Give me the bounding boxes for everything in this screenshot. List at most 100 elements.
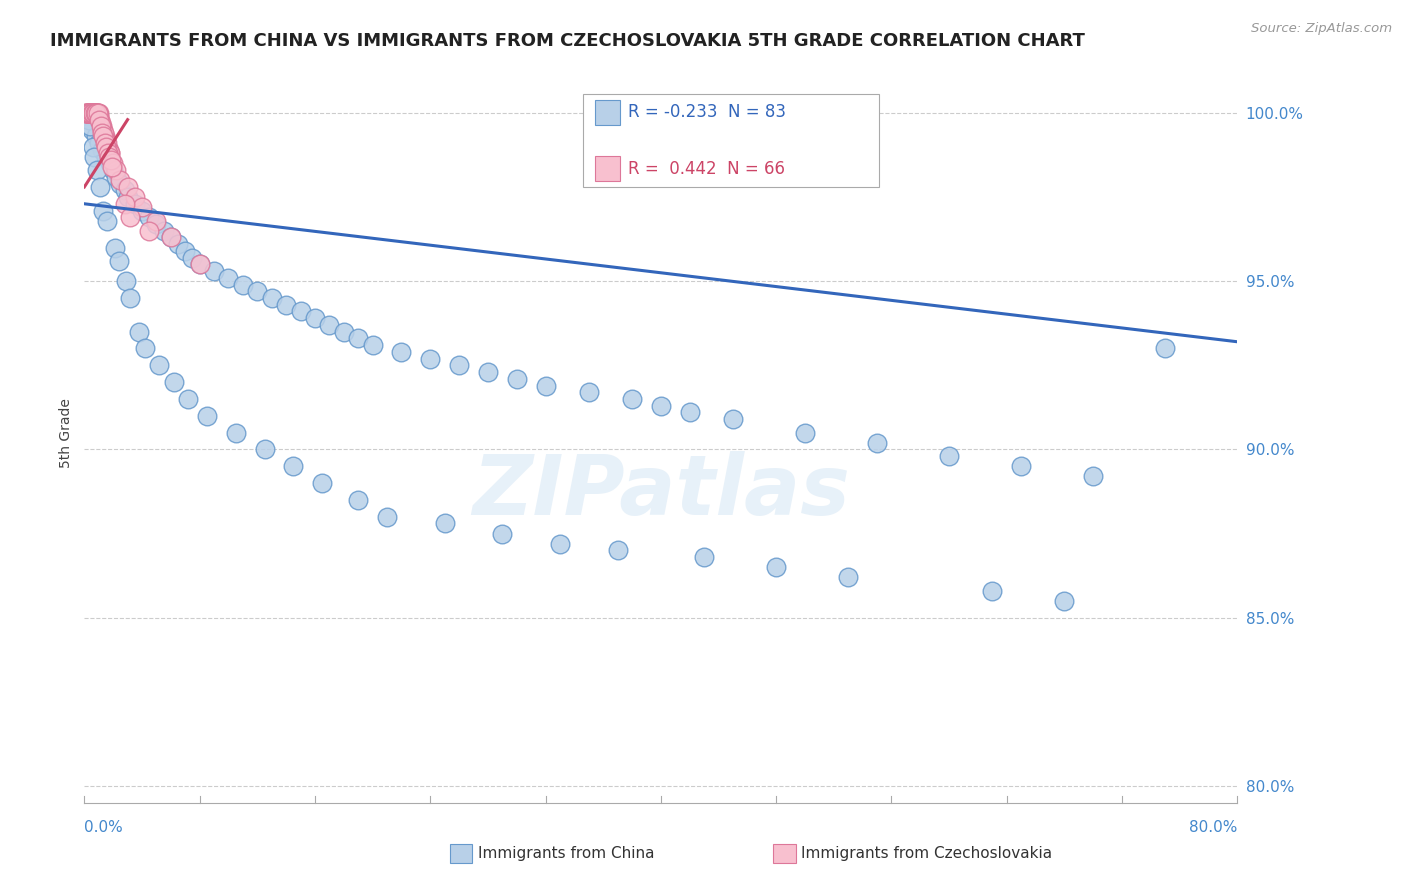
Point bbox=[80, 106, 103, 120]
Point bbox=[80, 106, 103, 120]
Point bbox=[138, 211, 160, 225]
Text: R = -0.233  N = 83: R = -0.233 N = 83 bbox=[628, 103, 786, 121]
Point bbox=[449, 359, 471, 373]
Point bbox=[94, 133, 117, 147]
Point bbox=[114, 196, 136, 211]
Point bbox=[117, 190, 139, 204]
Point bbox=[693, 550, 716, 565]
Point bbox=[87, 136, 110, 151]
Point bbox=[93, 129, 115, 144]
Point bbox=[347, 492, 370, 507]
Point bbox=[218, 270, 240, 285]
Point bbox=[506, 372, 529, 386]
Point bbox=[98, 146, 121, 161]
Point bbox=[679, 405, 702, 419]
Point bbox=[721, 412, 744, 426]
Point bbox=[115, 274, 138, 288]
Point bbox=[86, 163, 108, 178]
Point bbox=[134, 342, 156, 356]
Point bbox=[188, 257, 211, 271]
Point bbox=[97, 143, 120, 157]
Point bbox=[105, 163, 128, 178]
Point bbox=[94, 150, 117, 164]
Point bbox=[87, 106, 110, 120]
Text: Immigrants from Czechoslovakia: Immigrants from Czechoslovakia bbox=[801, 847, 1053, 861]
Point bbox=[77, 106, 100, 120]
Point bbox=[82, 106, 104, 120]
Point bbox=[83, 106, 105, 120]
Point bbox=[91, 126, 114, 140]
Point bbox=[87, 106, 110, 120]
Text: Source: ZipAtlas.com: Source: ZipAtlas.com bbox=[1251, 22, 1392, 36]
Point bbox=[77, 112, 100, 127]
Point bbox=[1010, 459, 1032, 474]
Point bbox=[98, 146, 121, 161]
Point bbox=[361, 338, 384, 352]
Point bbox=[253, 442, 276, 457]
Point bbox=[152, 224, 174, 238]
Point bbox=[75, 106, 97, 120]
Point bbox=[77, 106, 100, 120]
Point bbox=[86, 106, 108, 120]
Point bbox=[167, 237, 190, 252]
Point bbox=[1083, 469, 1105, 483]
Point bbox=[477, 365, 499, 379]
Point bbox=[108, 254, 131, 268]
Point bbox=[260, 291, 283, 305]
Point bbox=[89, 120, 111, 134]
Point bbox=[131, 200, 153, 214]
Point bbox=[82, 106, 104, 120]
Point bbox=[333, 325, 356, 339]
Point bbox=[114, 183, 136, 197]
Point bbox=[391, 344, 413, 359]
Point bbox=[98, 150, 121, 164]
Text: 0.0%: 0.0% bbox=[84, 820, 124, 835]
Point bbox=[79, 120, 101, 134]
Point bbox=[96, 213, 118, 227]
Point bbox=[347, 331, 370, 345]
Point bbox=[765, 560, 787, 574]
Point bbox=[174, 244, 197, 258]
Point bbox=[318, 318, 340, 332]
Point bbox=[160, 230, 183, 244]
Point bbox=[82, 139, 104, 153]
Point bbox=[80, 106, 103, 120]
Point bbox=[90, 116, 112, 130]
Point bbox=[90, 120, 112, 134]
Point bbox=[120, 211, 142, 225]
Text: 80.0%: 80.0% bbox=[1189, 820, 1237, 835]
Point bbox=[83, 106, 105, 120]
Point bbox=[90, 143, 112, 157]
Point bbox=[188, 257, 211, 271]
Point bbox=[91, 122, 114, 136]
Point bbox=[105, 169, 128, 184]
Point bbox=[866, 435, 889, 450]
Point bbox=[98, 156, 121, 170]
Point bbox=[96, 136, 118, 151]
Point bbox=[276, 298, 298, 312]
Point bbox=[181, 251, 204, 265]
Point bbox=[87, 112, 110, 127]
Point bbox=[938, 449, 960, 463]
Point bbox=[981, 583, 1004, 598]
Point bbox=[83, 150, 105, 164]
Point bbox=[621, 392, 644, 406]
Point bbox=[89, 109, 111, 123]
Point bbox=[100, 153, 122, 167]
Point bbox=[160, 230, 183, 244]
Point bbox=[163, 375, 186, 389]
Point bbox=[82, 106, 104, 120]
Text: R =  0.442  N = 66: R = 0.442 N = 66 bbox=[628, 160, 786, 178]
Point bbox=[89, 180, 111, 194]
Point bbox=[120, 291, 142, 305]
Point bbox=[76, 106, 98, 120]
Point bbox=[433, 516, 456, 531]
Point bbox=[93, 129, 115, 144]
Point bbox=[83, 106, 105, 120]
Point bbox=[606, 543, 628, 558]
Point bbox=[124, 196, 146, 211]
Point bbox=[1154, 342, 1177, 356]
Point bbox=[80, 122, 103, 136]
Point bbox=[195, 409, 218, 423]
Point bbox=[117, 180, 139, 194]
